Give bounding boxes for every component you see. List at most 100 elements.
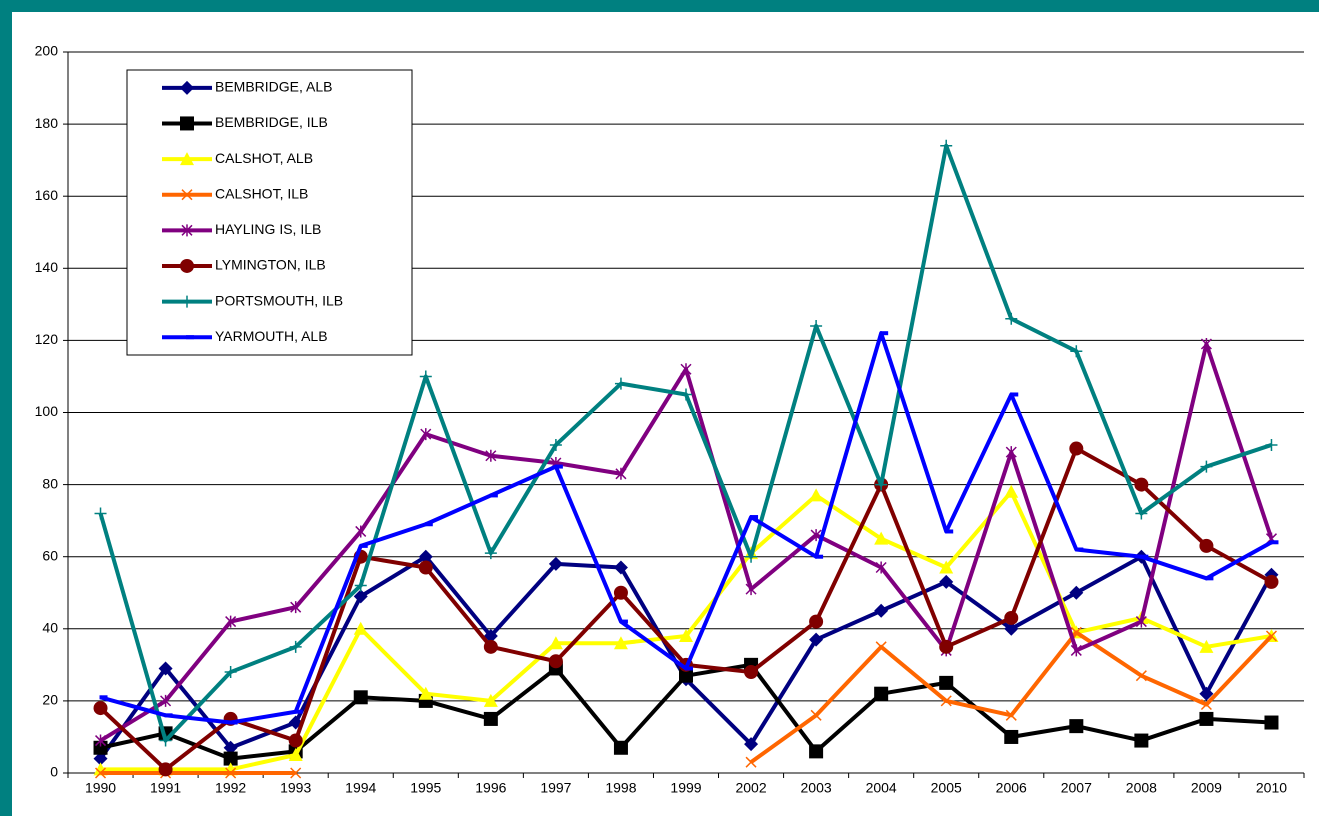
marker <box>1070 644 1082 657</box>
x-tick-label: 2002 <box>735 780 766 796</box>
marker <box>180 116 194 131</box>
marker <box>939 560 954 574</box>
x-tick-label: 1991 <box>150 780 181 796</box>
marker <box>614 377 627 390</box>
y-tick-label: 100 <box>35 403 59 419</box>
marker <box>1004 610 1019 625</box>
marker <box>420 428 432 441</box>
x-tick-label: 1994 <box>345 780 376 796</box>
marker <box>875 641 887 653</box>
marker <box>224 666 237 679</box>
x-tick-label: 1990 <box>85 780 116 796</box>
marker <box>810 319 823 332</box>
marker <box>418 686 433 700</box>
legend-label: PORTSMOUTH, ILB <box>215 292 343 308</box>
x-tick-label: 2008 <box>1126 780 1157 796</box>
x-tick-label: 1999 <box>670 780 701 796</box>
marker <box>354 579 367 592</box>
marker <box>288 747 303 761</box>
marker <box>548 654 563 669</box>
marker <box>1200 460 1213 473</box>
marker <box>484 547 497 560</box>
x-tick-label: 1996 <box>475 780 506 796</box>
legend-label: BEMBRIDGE, ALB <box>215 79 332 95</box>
marker <box>1005 709 1017 721</box>
y-tick-label: 20 <box>42 692 58 708</box>
y-tick-label: 200 <box>35 43 59 59</box>
marker <box>1199 538 1214 553</box>
marker <box>613 585 628 600</box>
marker <box>1199 711 1214 726</box>
x-tick-label: 1997 <box>540 780 571 796</box>
marker <box>679 668 693 683</box>
marker <box>939 675 954 690</box>
marker <box>419 370 432 383</box>
marker <box>744 665 759 680</box>
x-tick-label: 2009 <box>1191 780 1222 796</box>
marker <box>181 224 193 237</box>
y-tick-label: 140 <box>35 259 59 275</box>
marker <box>223 751 238 766</box>
marker <box>1265 438 1278 451</box>
marker <box>613 636 628 650</box>
marker <box>1135 615 1147 628</box>
marker <box>875 478 888 491</box>
marker <box>94 507 107 520</box>
marker <box>1004 484 1019 498</box>
marker <box>1004 729 1019 744</box>
marker <box>1134 477 1149 492</box>
marker <box>1135 507 1148 520</box>
marker <box>940 695 952 707</box>
marker <box>613 560 628 575</box>
y-tick-label: 40 <box>42 620 58 636</box>
x-tick-label: 2005 <box>931 780 962 796</box>
y-tick-label: 0 <box>50 764 58 780</box>
marker <box>679 629 693 643</box>
marker <box>1069 585 1084 600</box>
marker <box>225 615 237 628</box>
marker <box>809 632 824 647</box>
y-tick-label: 60 <box>42 547 58 563</box>
marker <box>615 467 627 480</box>
marker <box>1005 446 1017 459</box>
marker <box>353 690 368 705</box>
marker <box>483 711 498 726</box>
legend-label: CALSHOT, ILB <box>215 185 308 201</box>
marker <box>939 574 954 589</box>
marker <box>158 762 173 777</box>
x-tick-label: 2004 <box>866 780 897 796</box>
marker <box>160 694 172 707</box>
marker <box>1264 715 1279 730</box>
marker <box>744 737 759 752</box>
x-tick-label: 1992 <box>215 780 246 796</box>
marker <box>940 139 953 152</box>
y-tick-label: 180 <box>35 115 59 131</box>
marker <box>548 556 563 571</box>
marker <box>181 295 193 308</box>
marker <box>745 756 757 768</box>
y-tick-label: 120 <box>35 331 59 347</box>
marker <box>223 740 238 755</box>
marker <box>93 751 108 766</box>
marker <box>355 525 367 538</box>
marker <box>485 449 497 462</box>
marker <box>613 740 628 755</box>
x-tick-label: 2006 <box>996 780 1027 796</box>
marker <box>180 80 194 95</box>
legend-label: BEMBRIDGE, ILB <box>215 114 328 130</box>
legend-label: LYMINGTON, ILB <box>215 257 326 273</box>
marker <box>549 438 562 451</box>
marker <box>809 744 824 759</box>
marker <box>94 767 107 779</box>
marker <box>289 640 302 653</box>
marker <box>1200 338 1212 351</box>
x-tick-label: 1993 <box>280 780 311 796</box>
marker <box>180 152 194 166</box>
marker <box>225 767 237 779</box>
marker <box>810 709 822 721</box>
marker <box>1004 621 1019 636</box>
legend-label: HAYLING IS, ILB <box>215 221 321 237</box>
marker <box>1265 630 1278 642</box>
y-tick-label: 160 <box>35 187 59 203</box>
